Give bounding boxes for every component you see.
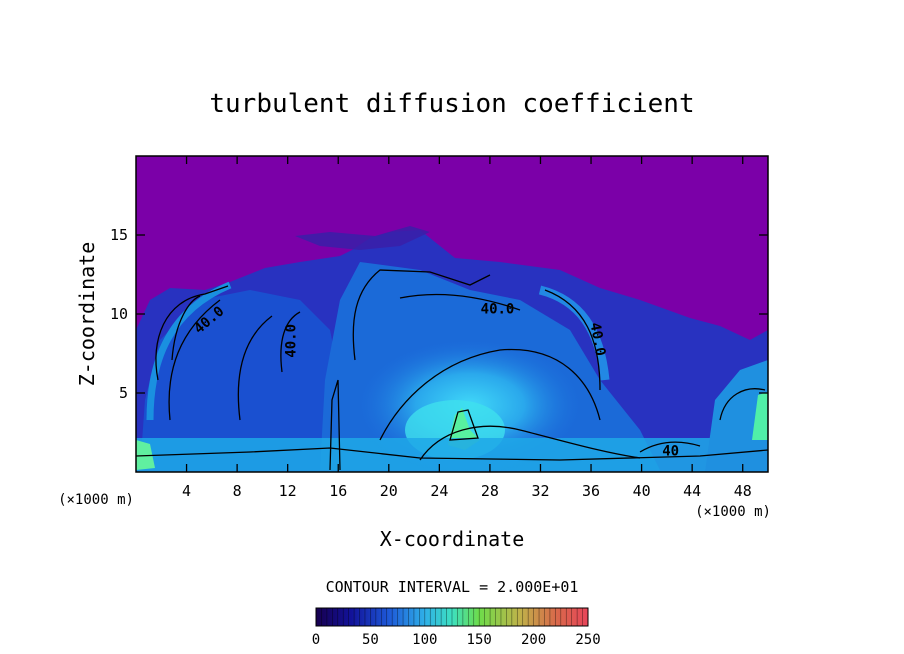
contour-line xyxy=(719,388,766,421)
contour-label: 40.0 xyxy=(283,324,299,358)
y-tick-label: 5 xyxy=(119,384,128,402)
field-left-lobe xyxy=(140,290,340,470)
field-left-peak xyxy=(136,440,155,470)
y-tick-label: 15 xyxy=(110,226,128,244)
contour-line xyxy=(352,269,491,361)
x-tick-label: 32 xyxy=(531,482,549,500)
contour-label: 40.0 xyxy=(587,321,609,357)
colorbar-tick-label: 200 xyxy=(521,632,546,648)
y-unit-label: (×1000 m) xyxy=(58,492,134,508)
colorbar-tick-label: 250 xyxy=(575,632,600,648)
chart-title: turbulent diffusion coefficient xyxy=(209,89,694,119)
contour-line xyxy=(168,299,221,421)
x-tick-label: 20 xyxy=(380,482,398,500)
x-tick-label: 44 xyxy=(683,482,701,500)
x-tick-label: 8 xyxy=(233,482,242,500)
colorbar-tick-label: 100 xyxy=(412,632,437,648)
colorbar-tick-label: 150 xyxy=(467,632,492,648)
colorbar: 0 50 100 150 200 250 xyxy=(312,607,601,648)
contour-line xyxy=(419,425,641,461)
contour-label: 40.0 xyxy=(481,301,515,317)
y-axis-label: Z-coordinate xyxy=(75,242,99,387)
contour-line xyxy=(639,441,701,453)
x-axis-label: X-coordinate xyxy=(380,527,525,551)
x-tick-label: 12 xyxy=(279,482,297,500)
field-right-peak xyxy=(752,392,768,440)
contour-line xyxy=(155,285,229,381)
x-tick-label: 4 xyxy=(182,482,191,500)
contour-line xyxy=(171,295,201,361)
contour-line xyxy=(449,409,479,441)
x-tick-label: 36 xyxy=(582,482,600,500)
contour-lines xyxy=(136,269,768,471)
plot-area xyxy=(136,156,768,472)
y-axis: 5 10 15 xyxy=(110,226,768,402)
field-upper-plume xyxy=(295,226,430,250)
contour-line xyxy=(237,315,273,421)
x-tick-label: 28 xyxy=(481,482,499,500)
field-left-arc xyxy=(146,281,232,421)
colorbar-tick-label: 50 xyxy=(362,632,379,648)
colorbar-ticks: 0 50 100 150 200 250 xyxy=(312,632,601,648)
contour-interval-text: CONTOUR INTERVAL = 2.000E+01 xyxy=(326,578,579,596)
contour-line xyxy=(544,289,601,391)
colorbar-tick-label: 0 xyxy=(312,632,320,648)
x-tick-label: 48 xyxy=(734,482,752,500)
contour-line xyxy=(136,447,768,461)
field-right-arc xyxy=(538,285,610,381)
x-unit-label: (×1000 m) xyxy=(695,504,771,520)
contour-line xyxy=(399,293,521,311)
contour-line xyxy=(379,348,601,441)
contour-line xyxy=(280,311,301,373)
x-tick-label: 40 xyxy=(633,482,651,500)
x-tick-label: 16 xyxy=(329,482,347,500)
y-tick-label: 10 xyxy=(110,305,128,323)
contour-line xyxy=(329,379,341,471)
colorbar-stripes xyxy=(321,608,583,626)
x-axis: 4 8 12 16 20 24 28 32 36 40 44 48 xyxy=(182,156,752,500)
x-tick-label: 24 xyxy=(430,482,448,500)
contour-label: 40 xyxy=(662,443,679,459)
field-right-edge xyxy=(705,360,768,472)
